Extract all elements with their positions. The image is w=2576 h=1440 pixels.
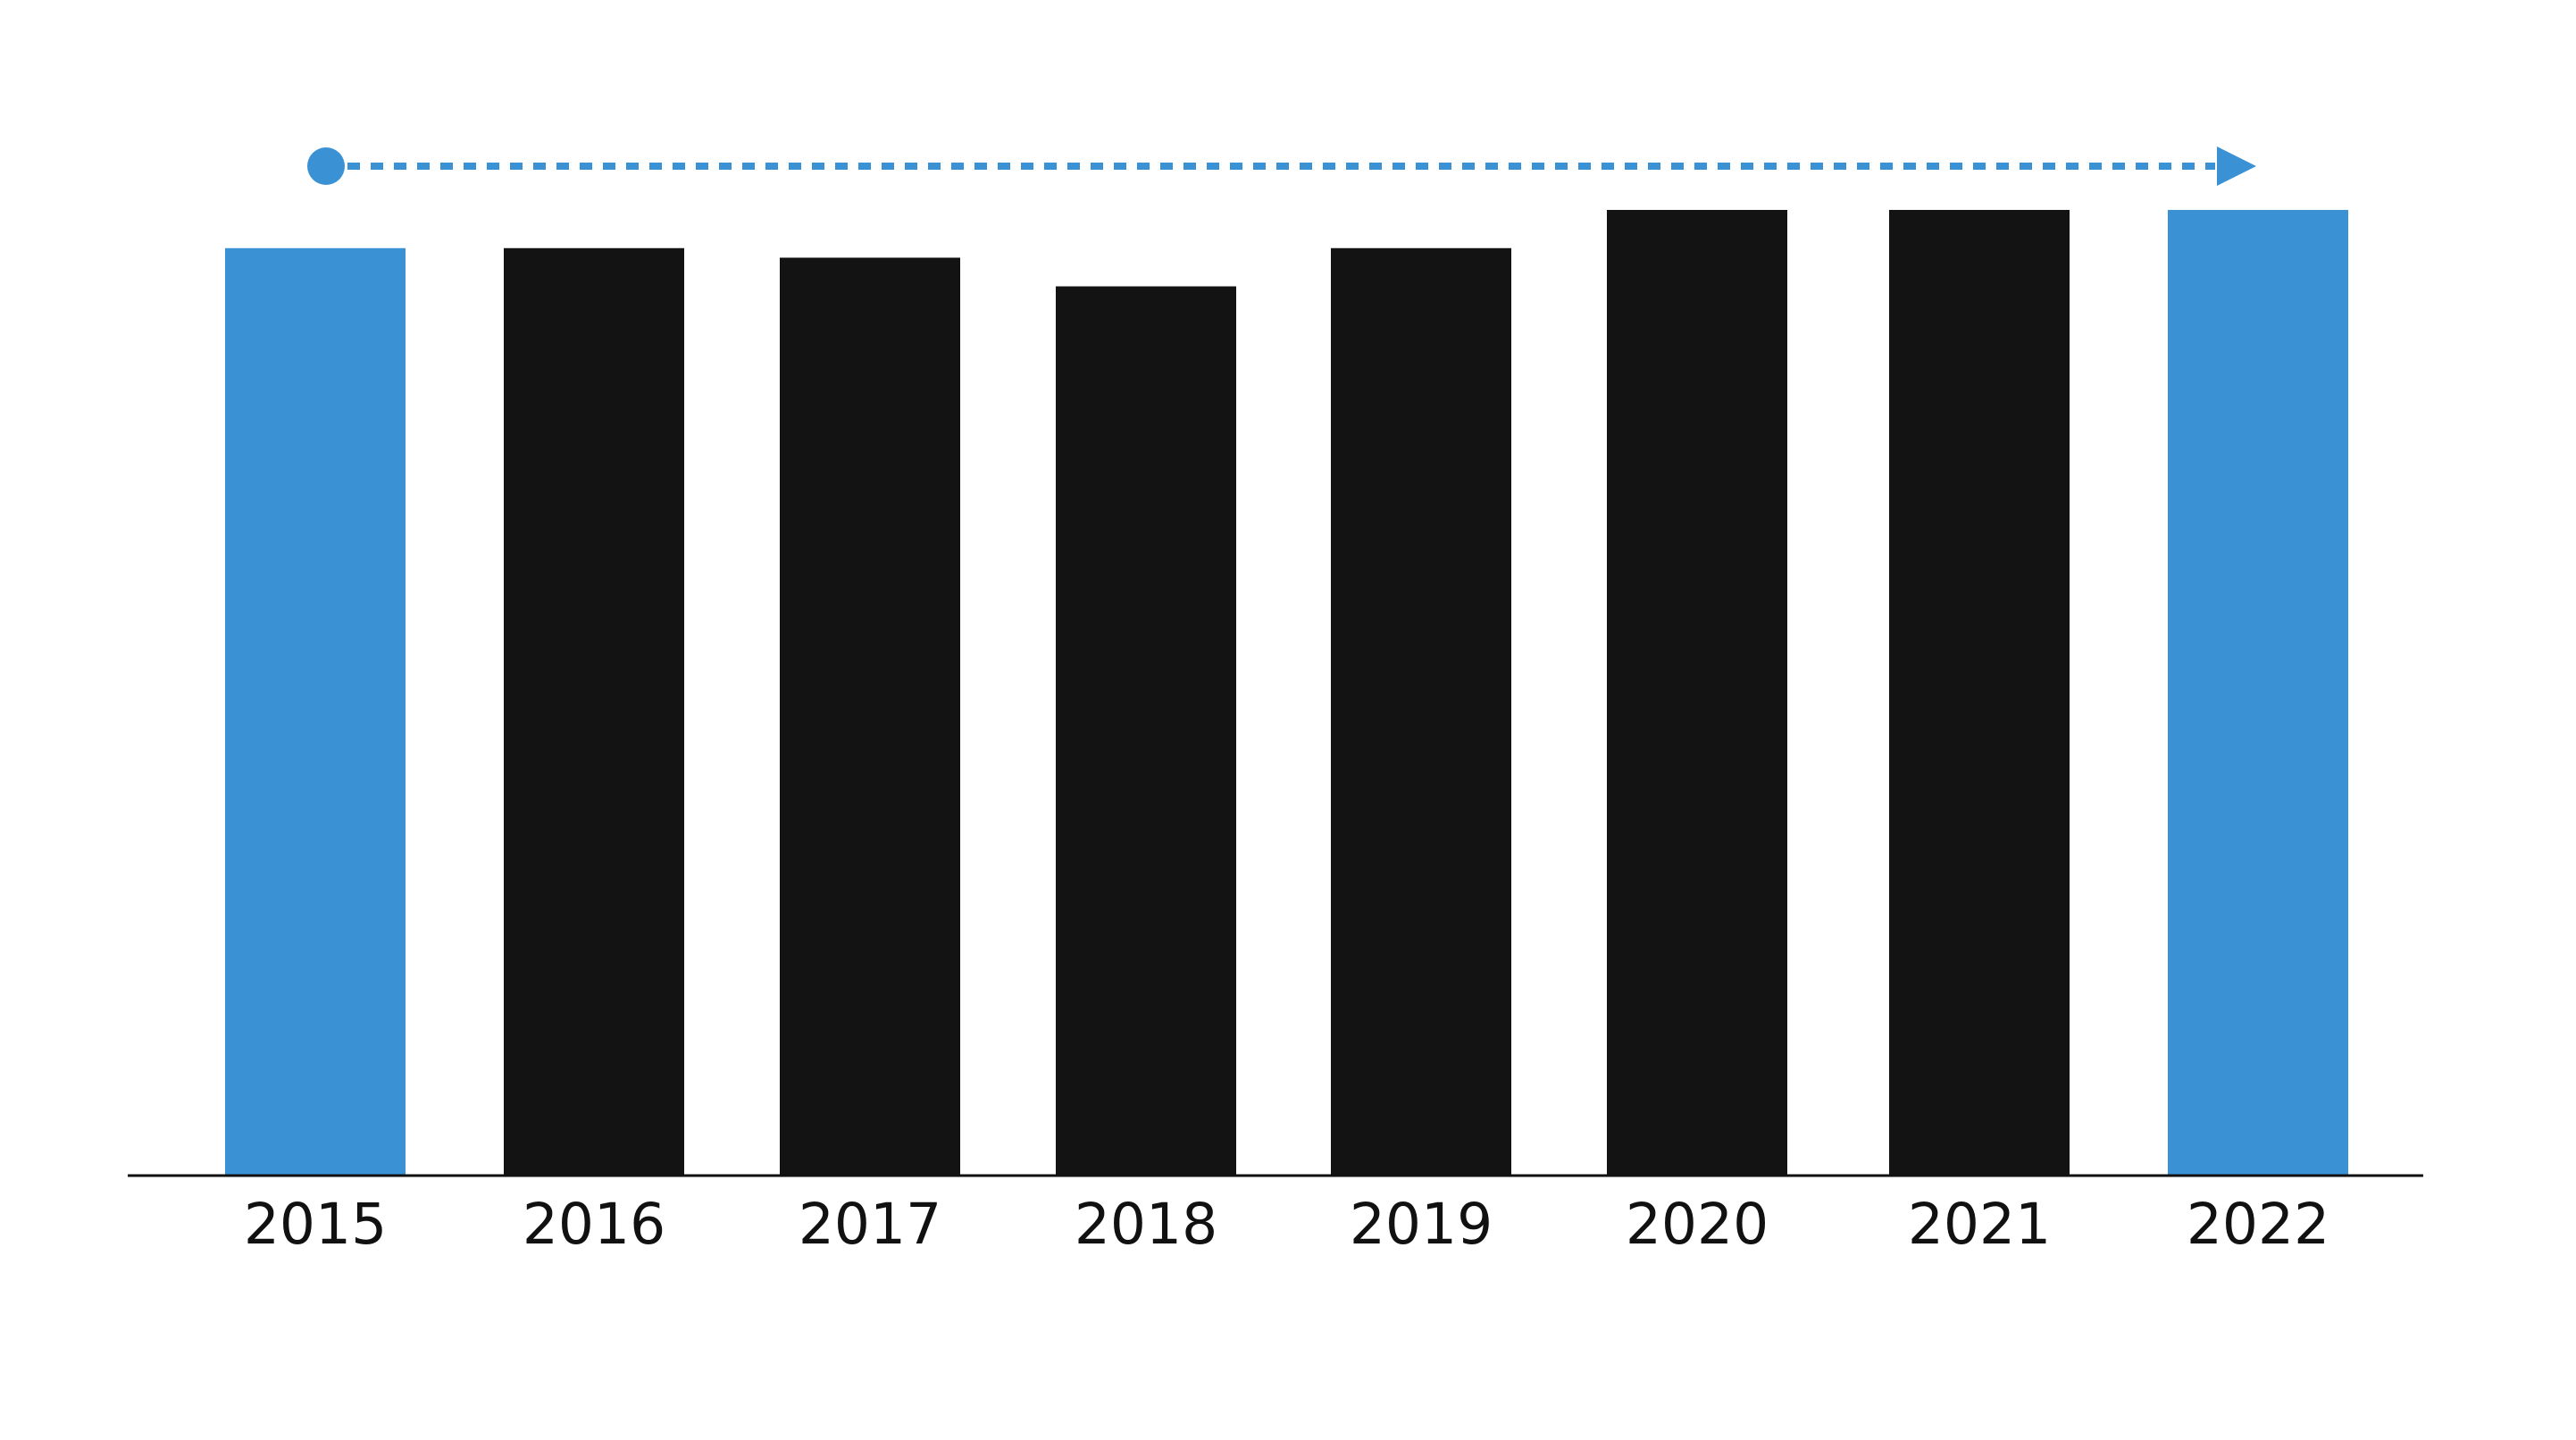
x-tick-label-2022: 2022	[2187, 1192, 2329, 1257]
bar-2017	[780, 257, 960, 1175]
bar-2015	[225, 247, 406, 1176]
bar-2019	[1331, 247, 1511, 1176]
bar-2016	[504, 247, 684, 1176]
x-tick-label-2019: 2019	[1350, 1192, 1493, 1257]
x-tick-label-2016: 2016	[523, 1192, 665, 1257]
bars	[225, 210, 2348, 1176]
bar-2021	[1889, 210, 2070, 1175]
arrow-head-icon	[2217, 147, 2256, 186]
x-tick-label-2017: 2017	[799, 1192, 941, 1257]
arrow-start-dot	[307, 147, 345, 185]
x-tick-label-2021: 2021	[1908, 1192, 2051, 1257]
x-tick-label-2018: 2018	[1075, 1192, 1217, 1257]
bar-2020	[1607, 210, 1787, 1175]
trend-arrow-annotation	[307, 147, 2256, 186]
x-tick-labels: 2015 2016 2017 2018 2019 2020 2021 2022	[244, 1192, 2329, 1257]
x-tick-label-2015: 2015	[244, 1192, 387, 1257]
x-tick-label-2020: 2020	[1626, 1192, 1769, 1257]
bar-2022	[2168, 210, 2348, 1175]
bar-2018	[1056, 286, 1236, 1175]
